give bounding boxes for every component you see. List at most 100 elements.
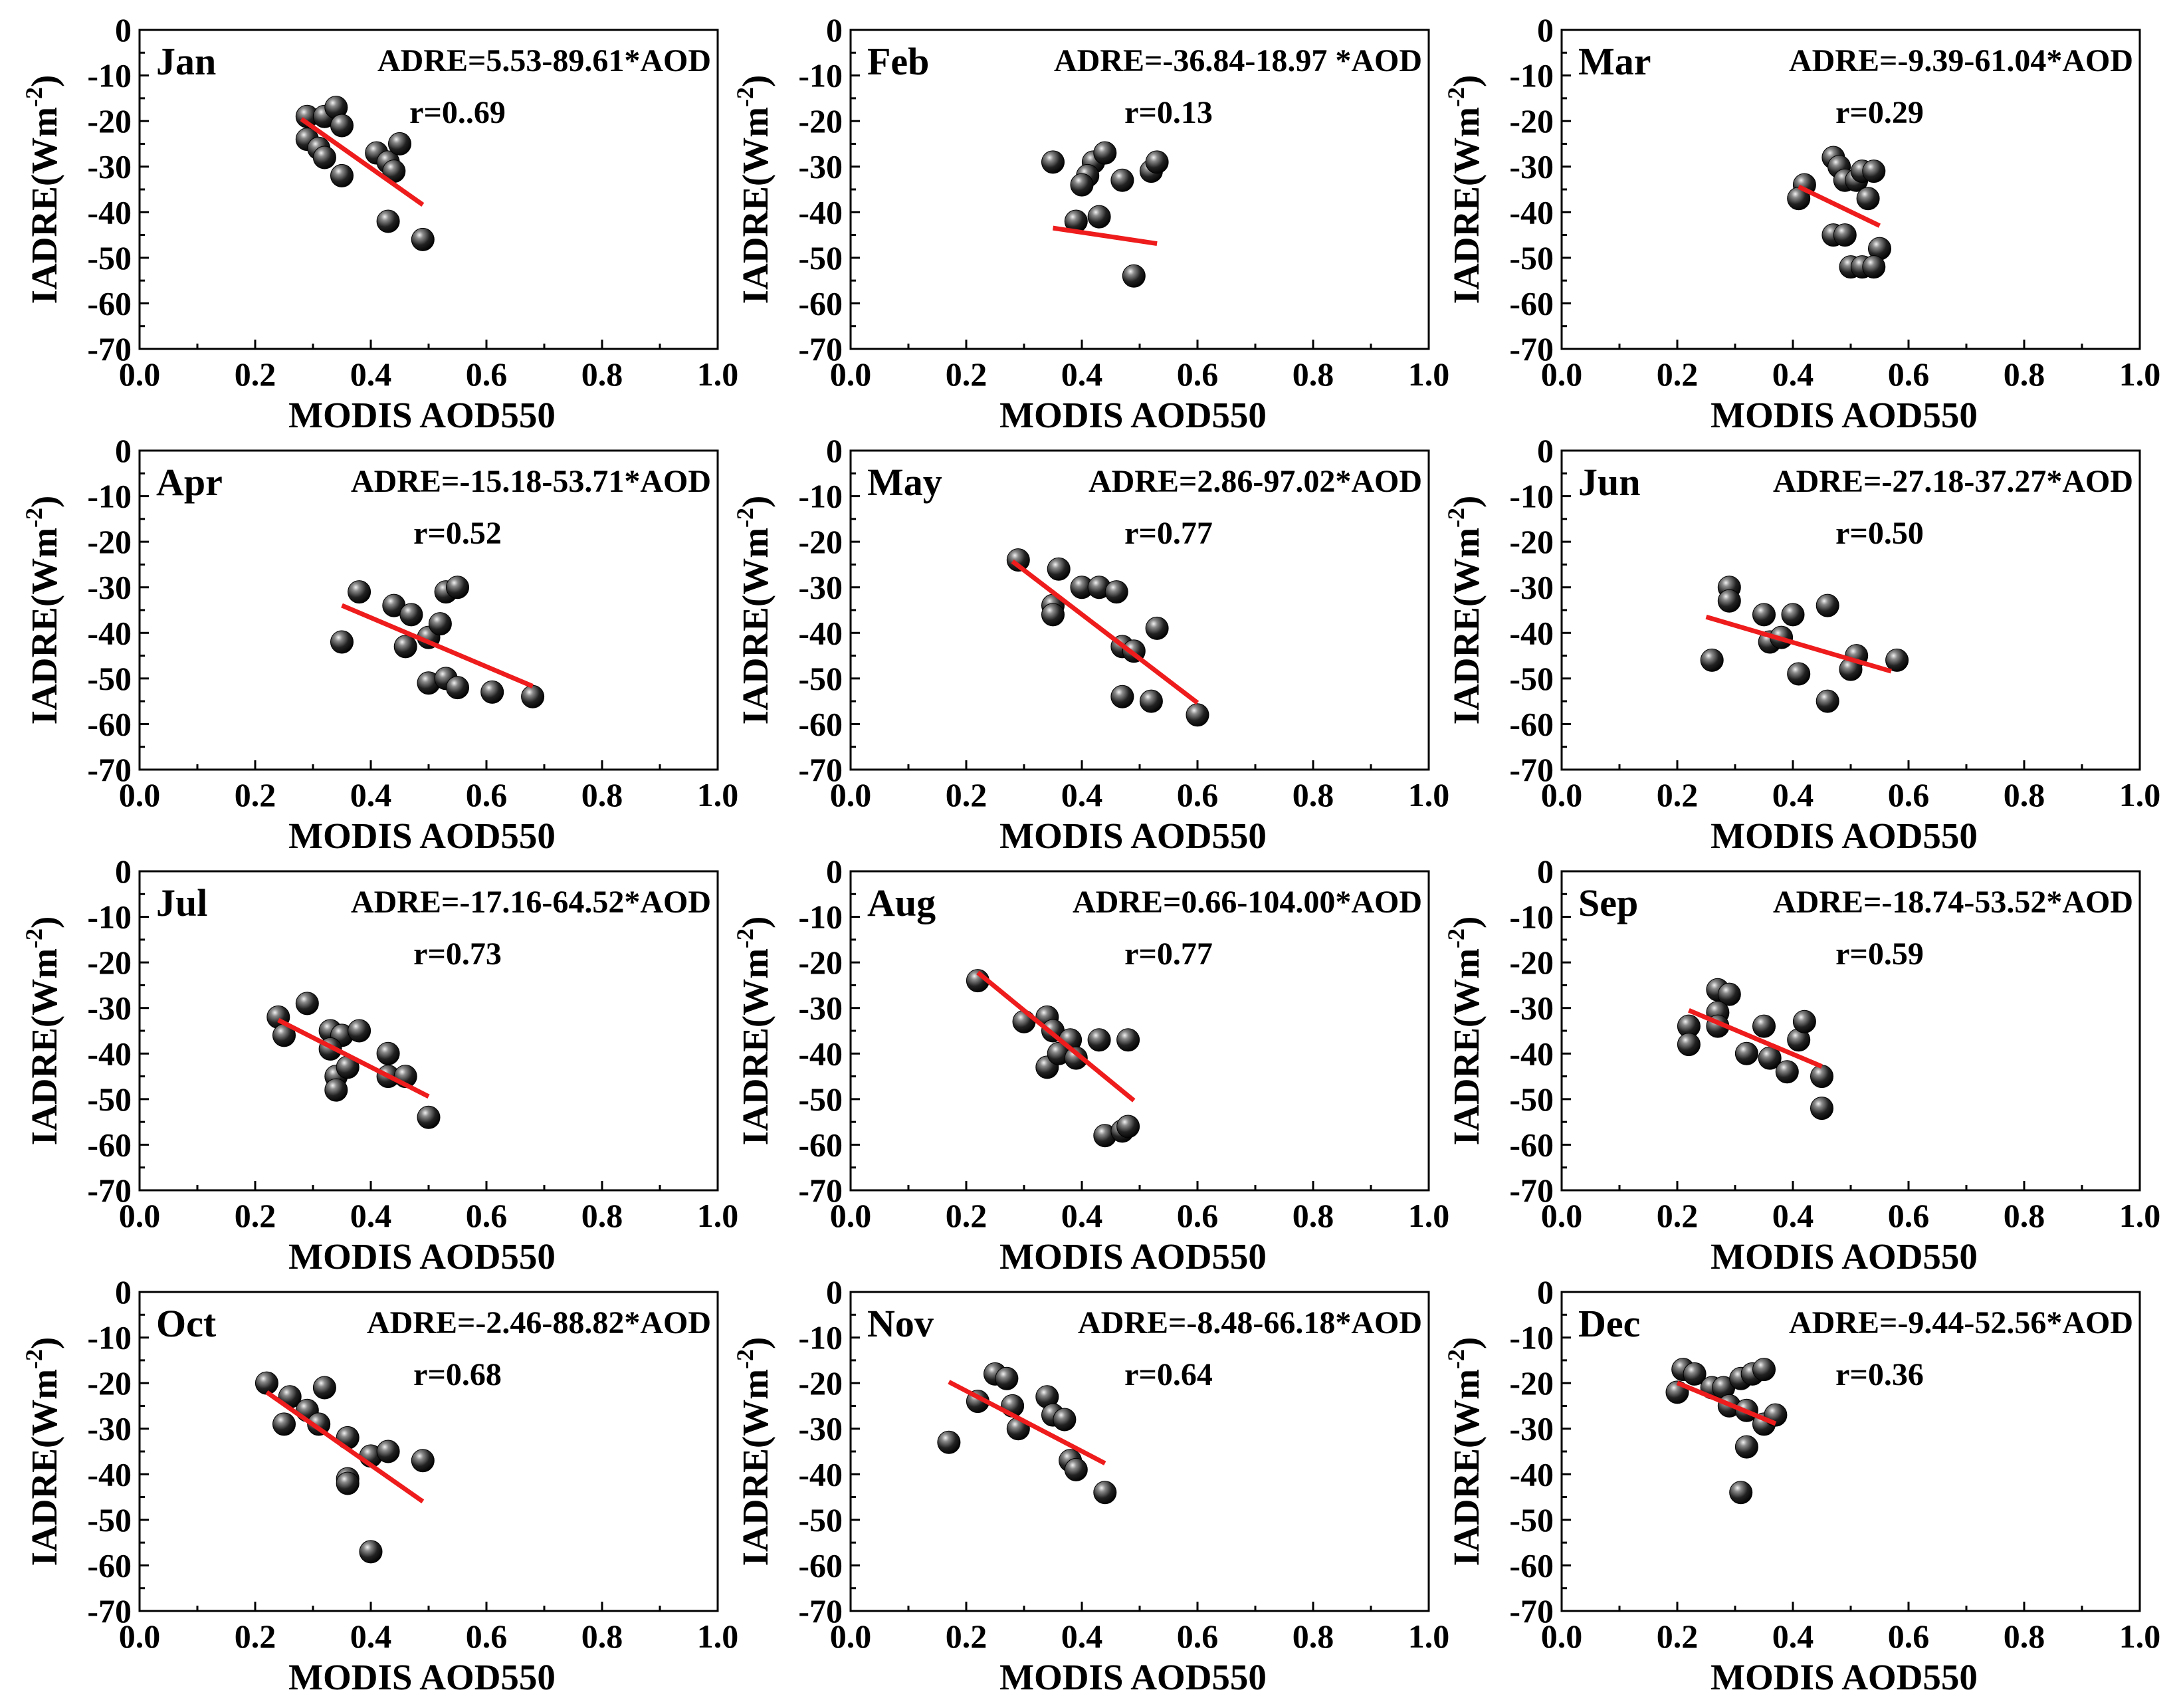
y-axis-label-main: IADRE(Wm: [1446, 107, 1487, 304]
regression-line: [976, 970, 1136, 1103]
x-tick-label: 0.8: [2004, 1618, 2045, 1655]
y-tick-label: -20: [87, 944, 132, 981]
x-tick-label: 0.8: [2004, 1197, 2045, 1234]
y-tick-label: -50: [798, 1081, 843, 1118]
x-tick-label: 1.0: [2119, 1618, 2161, 1655]
x-tick-label: 0.0: [119, 1197, 161, 1234]
regression-equation: ADRE=5.53-89.61*AOD: [377, 43, 711, 78]
y-tick-label: 0: [826, 1273, 843, 1311]
y-axis-label: IADRE(Wm-2): [732, 916, 776, 1146]
data-point: [376, 1041, 400, 1065]
y-axis-label: IADRE(Wm-2): [21, 916, 64, 1146]
correlation-label: r=0.36: [1835, 1357, 1924, 1392]
x-tick-label: 1.0: [697, 1197, 739, 1234]
data-point: [393, 635, 417, 659]
x-tick-label: 0.4: [1061, 1197, 1103, 1234]
data-point: [1064, 1046, 1088, 1070]
y-tick-label: 0: [1537, 432, 1554, 469]
x-axis-label: MODIS AOD550: [288, 395, 556, 435]
regression-equation: ADRE=-2.46-88.82*AOD: [367, 1305, 711, 1340]
panel-jul: 0 -10 -20 -30 -40 -50 -60 -700.0 0.2 0.4 0.6 0.8 1.0…: [21, 853, 738, 1277]
y-axis-label-main: IADRE(Wm: [735, 948, 776, 1145]
regression-equation: ADRE=2.86-97.02*AOD: [1089, 464, 1422, 499]
y-axis-label: IADRE(Wm-2): [21, 75, 64, 304]
regression-equation: ADRE=-15.18-53.71*AOD: [351, 464, 711, 499]
month-label: Mar: [1578, 40, 1651, 83]
data-point: [399, 603, 423, 627]
x-tick-label: 0.2: [1657, 1618, 1699, 1655]
y-axis-label-sup: -2: [732, 928, 758, 948]
y-tick-label: -20: [87, 523, 132, 560]
month-label: Aug: [867, 881, 936, 924]
x-tick-label: 0.4: [350, 1618, 392, 1655]
x-axis-label: MODIS AOD550: [288, 1236, 556, 1277]
y-tick-label: -20: [1509, 944, 1554, 981]
y-tick-label: -30: [798, 569, 843, 606]
data-point: [417, 1105, 441, 1129]
y-axis-label-main: IADRE(Wm: [735, 528, 776, 724]
y-tick-label: -40: [87, 1455, 132, 1493]
y-tick-label: -10: [87, 1319, 132, 1356]
y-axis-label-sup: -2: [732, 87, 758, 107]
x-tick-label: 0.6: [1888, 1618, 1930, 1655]
data-point: [1093, 1481, 1117, 1505]
y-tick-label: -10: [798, 478, 843, 515]
x-tick-label: 1.0: [1408, 1618, 1450, 1655]
y-axis-label-close: ): [735, 916, 776, 928]
y-tick-label: -60: [87, 284, 132, 322]
panel-dec: 0 -10 -20 -30 -40 -50 -60 -700.0 0.2 0.4 0.6 0.8 1.0…: [1443, 1273, 2160, 1697]
y-tick-label: -20: [1509, 1364, 1554, 1402]
y-tick-label: -30: [87, 1410, 132, 1447]
y-tick-label: -60: [1509, 284, 1554, 322]
data-point: [1862, 255, 1886, 279]
y-axis-label-sup: -2: [21, 508, 47, 528]
data-point: [428, 612, 452, 636]
y-tick-label: -30: [1509, 990, 1554, 1027]
x-tick-label: 0.6: [1177, 1618, 1219, 1655]
y-tick-label: -70: [798, 330, 843, 368]
y-tick-label: -60: [798, 284, 843, 322]
y-tick-label: 0: [826, 853, 843, 890]
data-point: [1110, 168, 1134, 192]
panel-jan: 0 -10 -20 -30 -40 -50 -60 -700.0 0.2 0.4 0.6 0.8 1.0…: [21, 11, 738, 435]
y-tick-label: -70: [87, 330, 132, 368]
data-point: [1700, 648, 1724, 672]
x-axis-label: MODIS AOD550: [999, 1657, 1267, 1697]
data-point: [1006, 548, 1030, 572]
x-tick-label: 0.0: [1541, 1618, 1583, 1655]
y-axis-label-sup: -2: [1443, 87, 1469, 107]
x-tick-label: 0.4: [1772, 776, 1814, 813]
x-tick-label: 0.0: [830, 776, 872, 813]
data-point: [255, 1371, 278, 1395]
y-axis-label-close: ): [1446, 916, 1487, 928]
x-tick-label: 0.6: [466, 776, 508, 813]
x-tick-label: 0.2: [235, 356, 276, 393]
data-point: [376, 1440, 400, 1463]
data-point: [446, 676, 469, 700]
regression-line: [1052, 225, 1158, 247]
y-tick-label: -10: [1509, 478, 1554, 515]
y-tick-label: 0: [826, 11, 843, 49]
y-tick-label: -50: [87, 239, 132, 276]
y-tick-label: -50: [87, 1501, 132, 1539]
x-axis-label: MODIS AOD550: [1711, 815, 1978, 856]
y-tick-label: -30: [1509, 569, 1554, 606]
panel-nov: 0 -10 -20 -30 -40 -50 -60 -700.0 0.2 0.4 0.6 0.8 1.0…: [732, 1273, 1449, 1697]
y-tick-label: 0: [1537, 1273, 1554, 1311]
data-point: [1734, 1041, 1758, 1065]
x-tick-label: 0.2: [1657, 1197, 1699, 1234]
y-axis-label-close: ): [1446, 496, 1487, 508]
y-tick-label: -10: [87, 57, 132, 94]
x-tick-label: 0.2: [946, 776, 987, 813]
month-label: Jan: [156, 40, 216, 83]
regression-line: [1798, 184, 1881, 228]
x-tick-label: 0.8: [1293, 356, 1334, 393]
correlation-label: r=0.52: [413, 516, 502, 551]
data-point: [411, 1449, 435, 1473]
month-label: Dec: [1578, 1302, 1640, 1345]
y-tick-label: -30: [87, 990, 132, 1027]
y-axis-label: IADRE(Wm-2): [732, 75, 776, 304]
x-tick-label: 0.6: [1177, 1197, 1219, 1234]
data-point: [1110, 685, 1134, 708]
